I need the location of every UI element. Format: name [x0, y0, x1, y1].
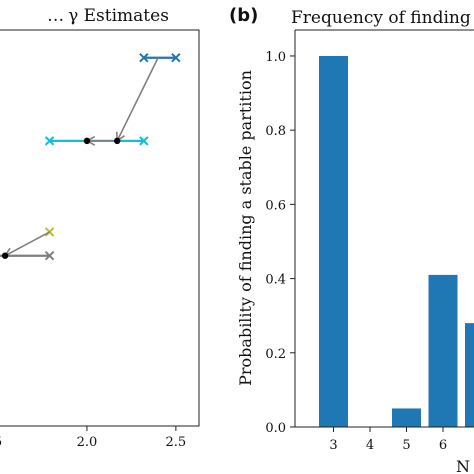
estimate-point-0 [113, 137, 121, 145]
gamma-estimates-panel: …γ Estimates 2.0 2.5 5 [0, 6, 200, 450]
left-plot-frame [0, 29, 200, 427]
right-y-tick-label-4: 0.8 [265, 124, 286, 139]
right-y-tick-label-2: 0.4 [265, 273, 286, 288]
arrow-2 [3, 231, 50, 257]
right-y-tick-label-3: 0.6 [265, 198, 286, 213]
bar-partial [465, 323, 474, 427]
right-x-tick-label-0: 3 [329, 438, 337, 453]
frequency-panel: (b) Frequency of finding Probability of … [229, 5, 474, 474]
bar-6 [428, 274, 458, 427]
interval-end-marker-1 [139, 136, 149, 146]
left-x-tick-label-partial: 5 [0, 435, 2, 450]
left-x-axis: 2.0 2.5 5 [0, 426, 186, 450]
panel-label-b: (b) [229, 5, 258, 26]
x-axis-label: N [456, 457, 470, 474]
arrow-0 [115, 57, 159, 143]
interval-start-marker-1 [44, 136, 55, 146]
right-y-tick-label-0: 0.0 [265, 421, 286, 436]
estimate-point-1 [83, 137, 91, 145]
left-x-tick-label-1: 2.5 [166, 435, 187, 450]
right-x-tick-label-3: 6 [439, 438, 447, 453]
left-chart-title: … γ Estimates [47, 6, 169, 26]
interval-end-marker-0 [171, 53, 181, 63]
right-chart-title: Frequency of finding [291, 8, 471, 28]
arrow-1 [85, 135, 118, 146]
bar-3 [319, 55, 348, 428]
right-x-axis: 3 4 5 6 [329, 427, 447, 453]
bar-5 [392, 408, 421, 427]
bar-marks [319, 55, 474, 428]
right-y-axis: 0.0 0.2 0.4 0.6 0.8 1.0 [265, 50, 295, 436]
right-y-tick-label-5: 1.0 [265, 50, 286, 65]
estimate-point-2 [1, 252, 9, 259]
y-axis-label: Probability of finding a stable partitio… [236, 70, 255, 386]
left-x-tick-label-0: 2.0 [77, 435, 98, 450]
right-x-tick-label-1: 4 [366, 438, 374, 453]
right-y-tick-label-1: 0.2 [265, 347, 286, 362]
left-plot-marks [0, 53, 181, 261]
interval-end-marker-2 [44, 251, 55, 261]
interval-start-marker-0 [139, 53, 149, 63]
right-x-tick-label-2: 5 [402, 438, 410, 453]
